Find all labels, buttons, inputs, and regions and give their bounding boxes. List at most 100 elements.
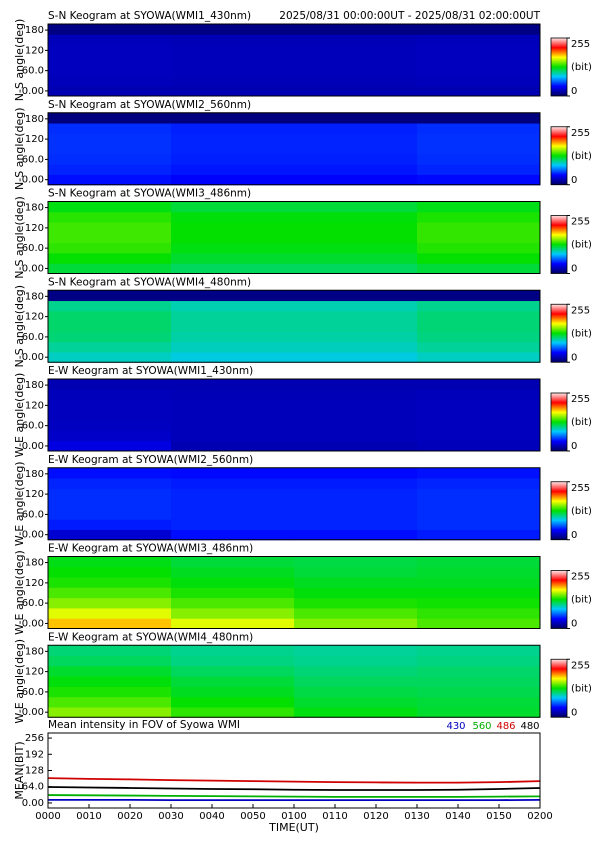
keogram-cell xyxy=(417,331,541,343)
y-tick-label: 128 xyxy=(25,766,44,777)
keogram-cell xyxy=(171,54,295,66)
keogram-cell xyxy=(48,655,172,667)
y-tick-label: 120 xyxy=(25,134,44,145)
colorbar-tick-label: 255 xyxy=(571,39,590,50)
keogram-cell xyxy=(294,211,418,223)
keogram-cell xyxy=(48,706,172,718)
colorbar-label: (bit) xyxy=(571,683,592,694)
keogram-cell xyxy=(417,409,541,421)
keogram-cell xyxy=(294,310,418,322)
keogram-cell xyxy=(48,556,172,568)
legend-entry: 560 xyxy=(472,721,491,732)
keogram-cell xyxy=(294,676,418,687)
keogram-cell xyxy=(417,597,541,609)
keogram-cell xyxy=(171,676,295,687)
colorbar xyxy=(550,392,568,452)
panel-title: S-N Keogram at SYOWA(WMI4_480nm) xyxy=(48,276,251,288)
keogram-cell xyxy=(171,440,295,452)
x-tick-label: 0140 xyxy=(445,811,470,822)
keogram-cell xyxy=(48,665,172,677)
keogram-cell xyxy=(294,488,418,500)
keogram-cell xyxy=(294,341,418,353)
colorbar-tick-label: 0 xyxy=(571,352,577,363)
keogram-cell xyxy=(294,153,418,165)
keogram-cell xyxy=(417,478,541,489)
y-tick-label: 60.0 xyxy=(22,509,44,520)
keogram-cell xyxy=(294,645,418,657)
keogram-cell xyxy=(294,379,418,390)
keogram-cell xyxy=(48,300,172,312)
keogram-cell xyxy=(48,85,172,97)
keogram-cell xyxy=(48,577,172,588)
keogram-cell xyxy=(171,232,295,244)
keogram-cell xyxy=(171,488,295,500)
keogram-cell xyxy=(294,75,418,87)
keogram-cell xyxy=(48,488,172,500)
keogram-cell xyxy=(171,133,295,145)
y-tick-label: 0.00 xyxy=(22,263,44,274)
keogram-cell xyxy=(48,211,172,223)
keogram-cell xyxy=(48,399,172,411)
x-tick-label: 0040 xyxy=(199,811,224,822)
y-axis-label: MEAN(BIT) xyxy=(13,741,26,799)
keogram-cell xyxy=(294,321,418,332)
y-tick-label: 60.0 xyxy=(22,154,44,165)
x-tick-label: 0120 xyxy=(363,811,388,822)
y-tick-label: 0.00 xyxy=(22,86,44,97)
keogram-cell xyxy=(294,420,418,431)
keogram-cell xyxy=(48,153,172,165)
keogram-cell xyxy=(417,420,541,431)
keogram-cell xyxy=(294,508,418,520)
keogram-cell xyxy=(294,607,418,619)
keogram-cell xyxy=(48,164,172,175)
keogram-cell xyxy=(417,379,541,390)
keogram-cell xyxy=(171,211,295,223)
keogram-cell xyxy=(171,645,295,657)
keogram-cell xyxy=(417,587,541,599)
keogram-cell xyxy=(294,174,418,186)
y-tick-label: 180 xyxy=(25,291,44,302)
y-tick-label: 120 xyxy=(25,489,44,500)
keogram-cell xyxy=(171,341,295,353)
keogram-cell xyxy=(171,529,295,541)
colorbar-label: (bit) xyxy=(571,328,592,339)
keogram-cell xyxy=(48,252,172,264)
keogram-cell xyxy=(294,222,418,233)
keogram-cell xyxy=(417,399,541,411)
keogram-cell xyxy=(171,321,295,332)
y-tick-label: 0.00 xyxy=(22,530,44,541)
y-tick-label: 0.00 xyxy=(22,441,44,452)
keogram-cell xyxy=(417,440,541,452)
keogram-cell xyxy=(48,65,172,76)
keogram-cell xyxy=(417,123,541,134)
keogram-cell xyxy=(171,331,295,343)
keogram-cell xyxy=(48,34,172,46)
keogram-cell xyxy=(417,290,541,302)
keogram-cell xyxy=(48,24,172,35)
x-axis-label: TIME(UT) xyxy=(268,821,319,834)
keogram-cell xyxy=(294,54,418,66)
keogram-cell xyxy=(48,498,172,510)
keogram-cell xyxy=(294,556,418,568)
keogram-cell xyxy=(48,430,172,442)
series-line xyxy=(47,777,541,784)
colorbar-tick-label: 255 xyxy=(571,572,590,583)
y-tick-label: 0.00 xyxy=(22,798,44,809)
x-tick-label: 0000 xyxy=(35,811,60,822)
keogram-cell xyxy=(417,153,541,165)
y-tick-label: 120 xyxy=(25,45,44,56)
plot-frame xyxy=(47,23,541,97)
colorbar-label: (bit) xyxy=(571,240,592,251)
x-tick-label: 0020 xyxy=(117,811,142,822)
keogram-cell xyxy=(294,143,418,155)
keogram-cell xyxy=(48,133,172,145)
keogram-cell xyxy=(294,706,418,718)
keogram-cell xyxy=(48,321,172,332)
colorbar-tick-label: 255 xyxy=(571,394,590,405)
y-axis-label: N-S angle(deg) xyxy=(13,285,26,368)
y-tick-label: 60.0 xyxy=(22,66,44,77)
keogram-cell xyxy=(294,566,418,578)
keogram-cell xyxy=(294,577,418,588)
keogram-cell xyxy=(417,143,541,155)
